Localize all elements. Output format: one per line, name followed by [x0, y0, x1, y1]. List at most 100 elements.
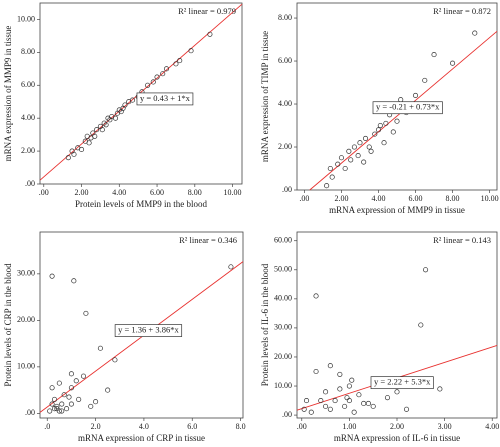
y-tick-label: .00: [25, 179, 35, 188]
point: [394, 389, 400, 395]
x-tick-label: 6.0: [187, 422, 197, 431]
point: [327, 165, 333, 172]
y-tick-label: 10.00: [274, 381, 292, 390]
equation: y = 0.43 + 1*x: [140, 93, 191, 103]
x-tick-label: 2.0: [91, 422, 101, 431]
x-tick-label: 2.00: [334, 194, 348, 203]
x-tick-label: .00: [39, 188, 49, 197]
point: [349, 377, 355, 383]
point: [99, 127, 105, 133]
point: [49, 401, 55, 407]
point: [68, 385, 74, 391]
y-tick-label: 10.00: [17, 14, 35, 23]
point: [324, 183, 330, 189]
point: [437, 386, 443, 392]
point: [472, 30, 478, 36]
plot-area: [296, 2, 498, 191]
point: [145, 82, 151, 88]
point: [346, 148, 352, 154]
r-squared: R² linear = 0.143: [433, 235, 491, 245]
x-axis-label: mRNA expression of MMP9 in tissue: [329, 205, 465, 215]
r-squared: R² linear = 0.872: [433, 6, 491, 16]
point: [342, 403, 348, 409]
point: [177, 58, 183, 64]
equation-box: [370, 376, 434, 390]
point: [351, 144, 357, 150]
y-axis-label: Protein levels of CRP in the blood: [3, 263, 13, 387]
y-tick-label: 2.00: [21, 146, 35, 155]
point: [83, 310, 89, 316]
point: [86, 140, 92, 146]
point: [122, 102, 128, 108]
point: [188, 48, 194, 54]
point: [73, 378, 79, 384]
x-tick-label: .0: [44, 422, 50, 431]
x-tick-label: .00: [297, 422, 307, 431]
point: [54, 403, 60, 409]
point: [418, 322, 424, 328]
y-tick-label: 30.00: [17, 269, 35, 278]
point: [92, 133, 98, 139]
point: [59, 401, 65, 407]
point: [403, 406, 410, 412]
equation: y = -0.21 + 0.73*x: [376, 102, 440, 112]
x-tick-label: .00: [299, 194, 309, 203]
point: [150, 79, 156, 85]
point: [383, 120, 389, 126]
x-tick-label: 8.00: [188, 188, 202, 197]
point: [318, 398, 324, 404]
point: [450, 60, 456, 66]
point: [51, 396, 58, 402]
x-axis-label: Protein levels of MMP9 in the blood: [75, 199, 207, 209]
point: [112, 357, 118, 363]
x-tick-label: 6.00: [409, 194, 423, 203]
x-tick-label: 2.00: [75, 188, 89, 197]
point: [313, 368, 319, 375]
point: [329, 174, 335, 180]
y-tick-label: 40.00: [274, 294, 292, 303]
point: [207, 31, 213, 37]
x-tick-label: 6.00: [150, 188, 164, 197]
point: [163, 66, 170, 72]
point: [412, 92, 419, 98]
point: [375, 127, 382, 133]
point: [47, 408, 53, 414]
point: [362, 135, 369, 141]
point: [49, 385, 55, 391]
point: [377, 122, 383, 129]
point: [105, 387, 111, 393]
point: [365, 400, 371, 407]
y-tick-label: 10.00: [17, 362, 35, 371]
point: [327, 406, 333, 412]
equation: y = 1.36 + 3.86*x: [118, 325, 179, 335]
point: [154, 74, 160, 80]
point: [59, 408, 65, 414]
point: [88, 403, 94, 409]
x-tick-label: 4.00: [485, 422, 499, 431]
point: [76, 396, 82, 402]
y-tick-label: 20.00: [17, 315, 35, 324]
y-axis-label: mRNA expression of MMP9 in tissue: [3, 26, 13, 162]
point: [338, 155, 344, 161]
point: [103, 122, 109, 128]
y-tick-label: 4.00: [278, 99, 292, 108]
y-tick-label: 20.00: [274, 352, 292, 361]
point: [431, 52, 437, 58]
point: [68, 371, 74, 377]
point: [422, 77, 428, 83]
point: [93, 399, 99, 405]
point: [423, 267, 429, 273]
point: [323, 389, 329, 395]
x-axis-label: mRNA expression of IL-6 in tissue: [334, 433, 460, 443]
point: [394, 118, 400, 124]
equation-box: [372, 101, 443, 115]
x-tick-label: 8.0: [236, 422, 246, 431]
point: [346, 383, 352, 389]
point: [49, 273, 55, 279]
point: [65, 155, 71, 161]
point: [344, 395, 350, 401]
y-tick-label: 8.00: [21, 47, 35, 56]
point: [94, 127, 100, 133]
point: [355, 153, 361, 159]
